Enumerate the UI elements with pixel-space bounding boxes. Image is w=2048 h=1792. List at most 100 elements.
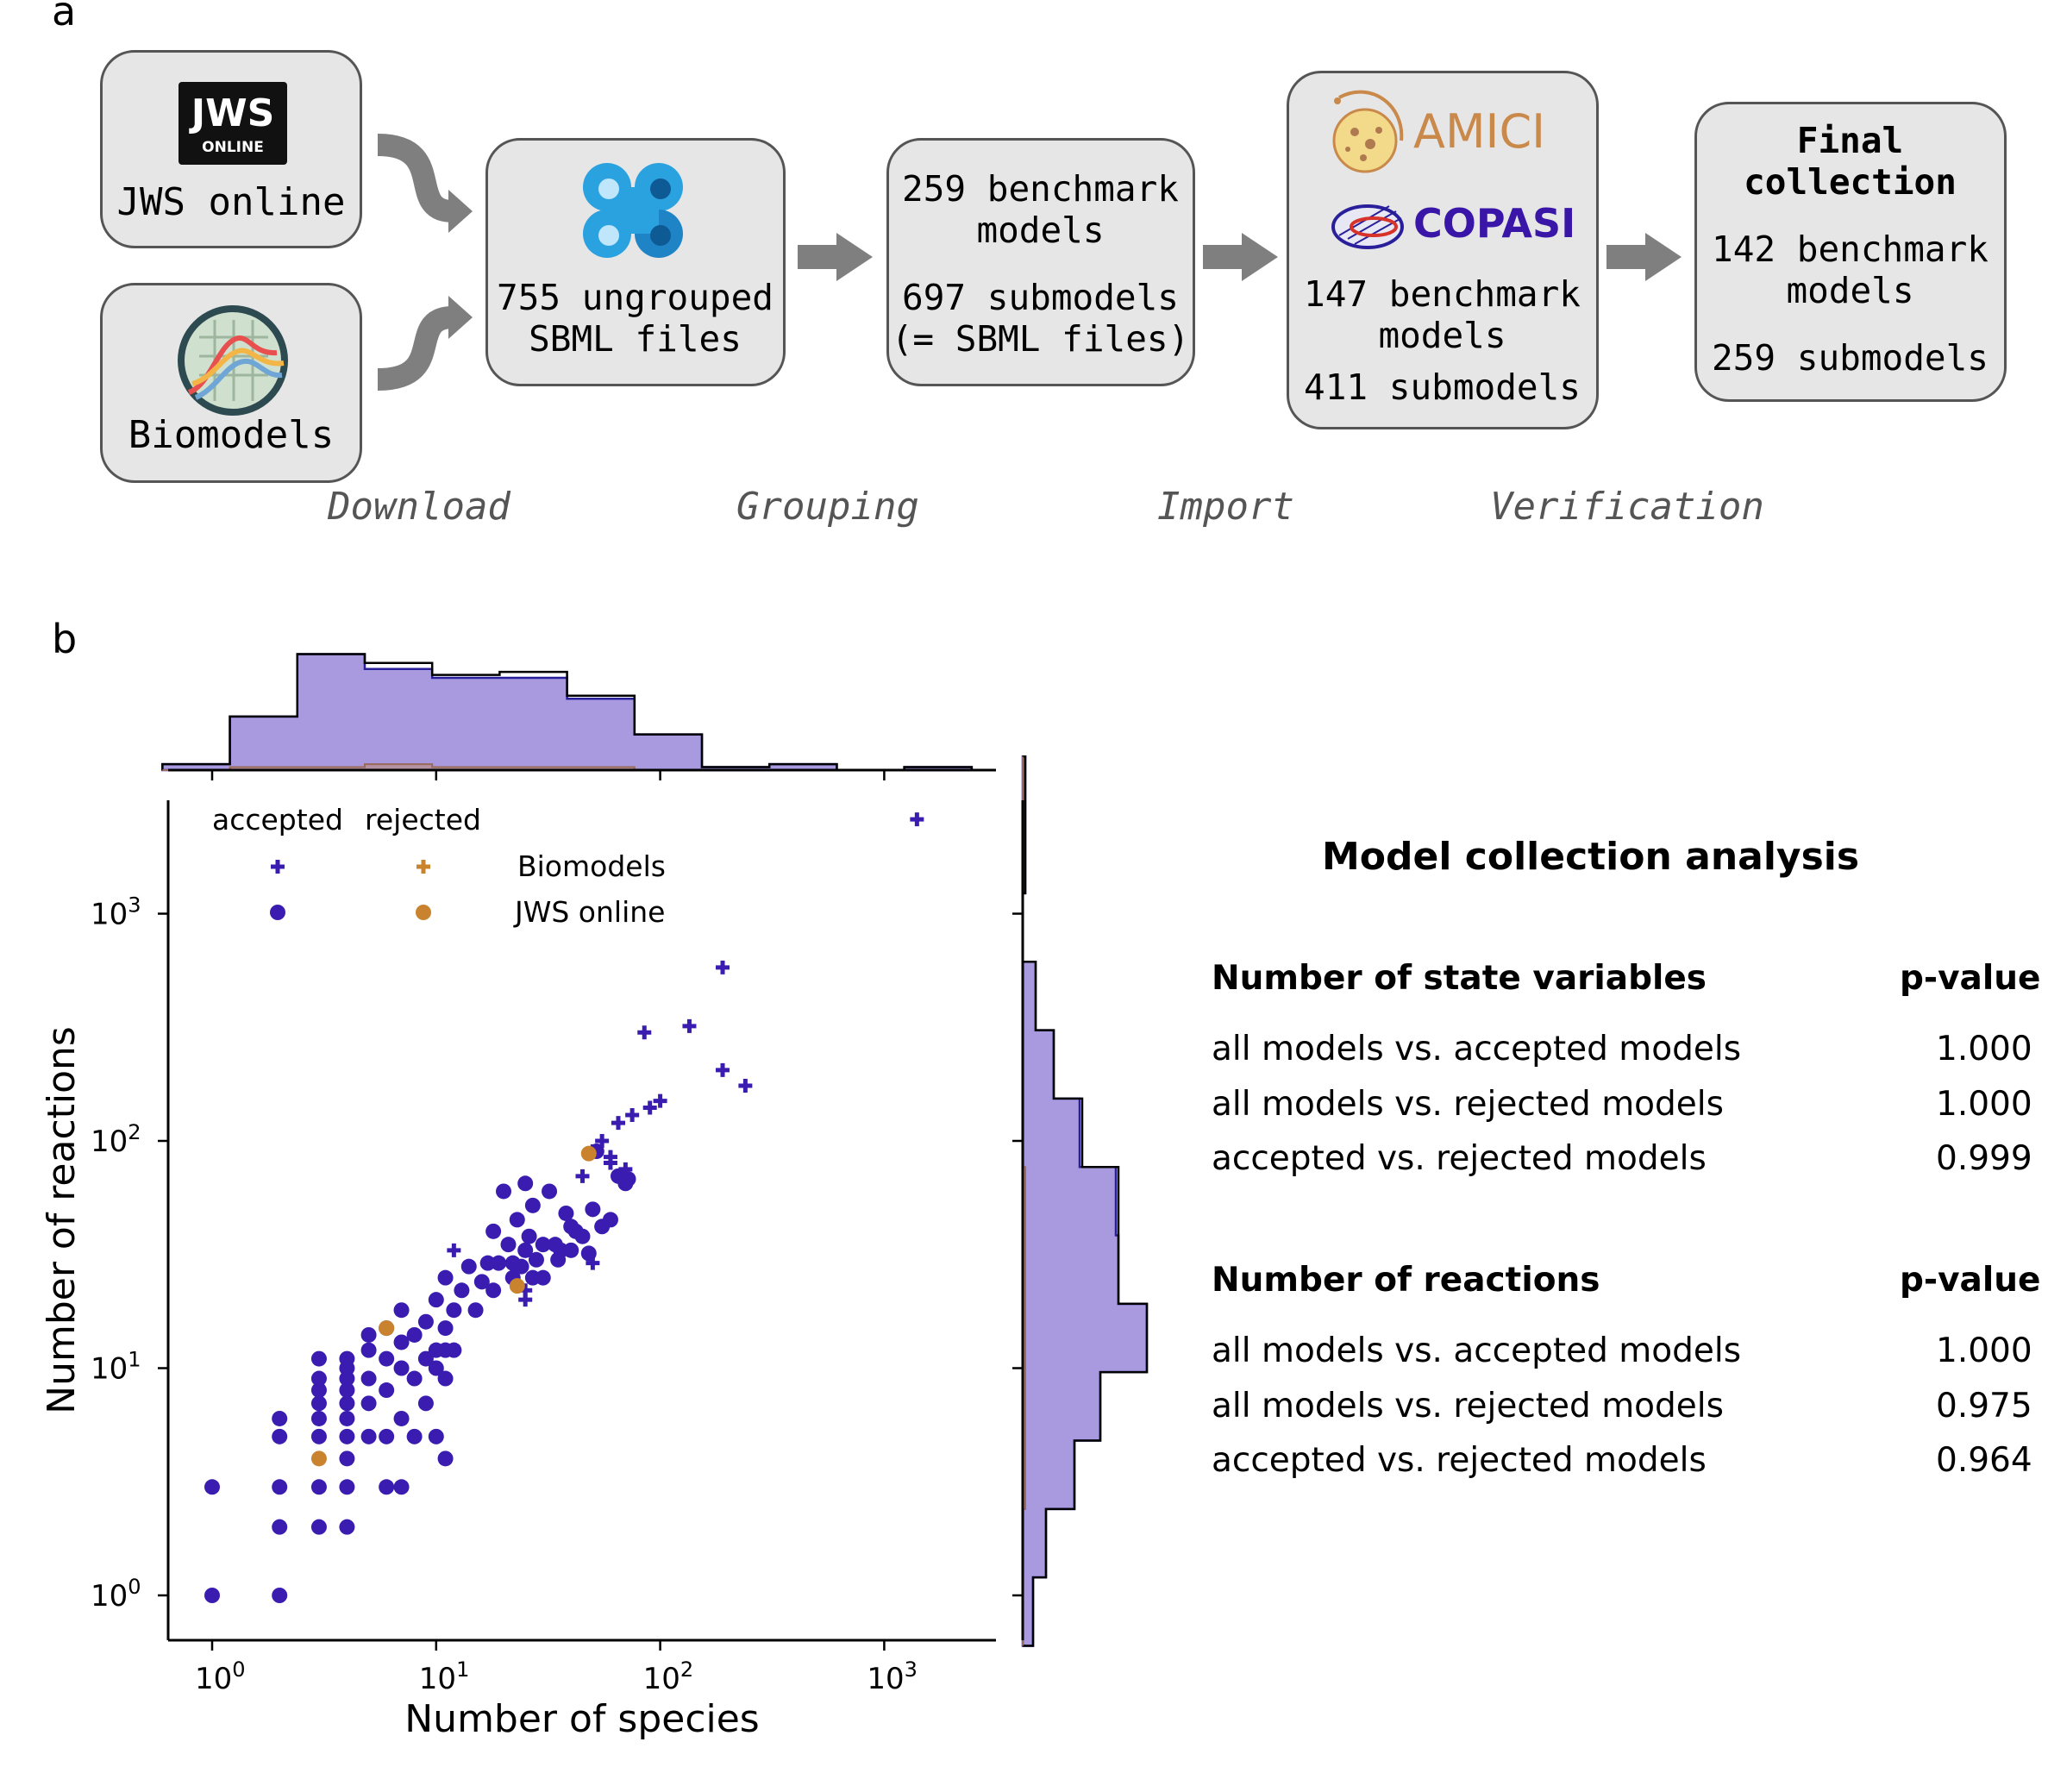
point-accepted-circle-24 [339, 1350, 355, 1367]
legend-col-rejected: rejected [365, 803, 481, 836]
stats-s2-row1-label: all models vs. accepted models [1212, 1331, 1742, 1370]
point-accepted-plus-4 [716, 1062, 730, 1077]
stats-s1-row2-value: 1.000 [1936, 1085, 2032, 1124]
legend-col-accepted: accepted [212, 803, 343, 836]
point-accepted-circle-5 [272, 1428, 288, 1444]
point-accepted-plus-1 [716, 960, 730, 974]
point-accepted-plus-7 [642, 1100, 657, 1115]
grouped-models-box: 259 benchmark models 697 submodels (= SB… [886, 138, 1195, 386]
point-accepted-circle-58 [460, 1258, 477, 1275]
point-accepted-circle-1 [204, 1479, 220, 1495]
source-label-jws: JWS online [116, 180, 346, 224]
point-accepted-circle-43 [417, 1395, 434, 1412]
stats-s2-row3-label: accepted vs. rejected models [1212, 1441, 1707, 1480]
point-rejected-circle-3 [580, 1145, 597, 1162]
point-accepted-circle-79 [558, 1205, 574, 1221]
x-tick-label-3: 103 [867, 1657, 918, 1696]
stats-s1-row3-label: accepted vs. rejected models [1212, 1139, 1707, 1178]
point-accepted-circle-49 [428, 1292, 444, 1308]
point-rejected-circle-1 [379, 1320, 395, 1337]
point-accepted-circle-35 [393, 1479, 410, 1495]
point-accepted-circle-31 [379, 1428, 395, 1444]
point-accepted-circle-59 [467, 1302, 484, 1319]
stats-s2-row2-label: all models vs. rejected models [1212, 1387, 1724, 1425]
final-title-line1: Final [1796, 120, 1904, 161]
point-accepted-circle-32 [379, 1382, 395, 1399]
stats-s1-row1-label: all models vs. accepted models [1212, 1030, 1742, 1068]
x-tick-label-0: 100 [195, 1657, 246, 1696]
y-tick-label-1: 101 [91, 1348, 141, 1387]
amici-logo-icon [1332, 90, 1404, 173]
copasi-logo-icon [1331, 204, 1404, 249]
point-accepted-circle-54 [437, 1269, 454, 1286]
biomodels-logo-icon [178, 305, 288, 416]
point-accepted-circle-89 [620, 1171, 636, 1187]
point-accepted-circle-65 [496, 1183, 512, 1200]
point-accepted-circle-2 [272, 1588, 288, 1603]
point-accepted-circle-68 [509, 1212, 525, 1228]
point-accepted-plus-2 [637, 1025, 652, 1040]
scatter-legend: accepted rejected Biomodels JWS online [212, 803, 666, 929]
grouped-line4: (= SBML files) [891, 318, 1190, 360]
point-accepted-circle-56 [446, 1302, 462, 1319]
jws-logo-subtext: ONLINE [202, 139, 264, 156]
x-tick-label-1: 101 [419, 1657, 470, 1696]
point-accepted-circle-16 [339, 1479, 355, 1495]
panel-b-label: b [52, 616, 78, 662]
import-line3: 411 submodels [1304, 367, 1581, 408]
stats-section2-pheader: p-value [1900, 1261, 2041, 1300]
y-hist-accepted [1021, 755, 1149, 1647]
point-accepted-circle-37 [393, 1360, 410, 1376]
point-accepted-circle-39 [393, 1302, 410, 1319]
point-accepted-circle-15 [339, 1519, 355, 1535]
point-accepted-plus-0 [910, 812, 924, 827]
stats-s2-row3-value: 0.964 [1936, 1441, 2032, 1480]
straight-arrow-grouping [798, 233, 873, 281]
point-accepted-circle-83 [580, 1245, 597, 1262]
point-accepted-plus-19 [575, 1169, 590, 1183]
point-accepted-circle-86 [602, 1212, 618, 1228]
point-accepted-circle-38 [393, 1334, 410, 1350]
grouped-line2: models [976, 210, 1105, 251]
curved-arrow-jws-head [448, 190, 473, 233]
point-accepted-circle-57 [454, 1282, 470, 1299]
point-accepted-circle-12 [310, 1382, 327, 1399]
stats-title: Model collection analysis [1322, 835, 1860, 879]
amici-label: AMICI [1413, 104, 1546, 159]
point-accepted-circle-71 [521, 1228, 537, 1244]
point-accepted-circle-50 [437, 1451, 454, 1467]
jws-online-logo: JWS ONLINE [178, 82, 287, 165]
final-line2: models [1786, 270, 1914, 311]
ungrouped-line1: 755 ungrouped [497, 277, 773, 318]
y-axis-label: Number of reactions [40, 1026, 84, 1414]
point-accepted-circle-70 [517, 1175, 534, 1192]
legend-marker-rejected-circle [416, 905, 431, 920]
final-line1: 142 benchmark [1712, 229, 1989, 270]
point-accepted-plus-3 [682, 1018, 697, 1033]
stats-s1-row2-label: all models vs. rejected models [1212, 1085, 1724, 1124]
final-line3: 259 submodels [1712, 337, 1989, 379]
step-grouping: Grouping [736, 485, 919, 529]
import-line1: 147 benchmark [1304, 273, 1581, 315]
stats-section1-header: Number of state variables [1212, 959, 1707, 998]
panel-a-label: a [52, 0, 77, 34]
ungrouped-line2: SBML files [529, 318, 742, 360]
step-download: Download [328, 485, 510, 529]
point-accepted-circle-53 [437, 1320, 454, 1337]
point-accepted-circle-30 [379, 1479, 395, 1495]
point-accepted-circle-33 [379, 1350, 395, 1367]
point-accepted-plus-8 [625, 1107, 640, 1122]
stats-section1-pheader: p-value [1900, 959, 2041, 998]
step-import: Import [1157, 485, 1294, 529]
point-accepted-circle-73 [528, 1251, 544, 1268]
point-accepted-circle-36 [393, 1410, 410, 1426]
point-accepted-circle-27 [360, 1370, 377, 1387]
point-accepted-circle-6 [272, 1410, 288, 1426]
stats-s1-row1-value: 1.000 [1936, 1030, 2032, 1068]
point-accepted-circle-4 [272, 1479, 288, 1495]
point-accepted-plus-9 [611, 1116, 625, 1131]
grouped-line3: 697 submodels [902, 277, 1179, 318]
copasi-label: COPASI [1413, 200, 1576, 247]
legend-row-biomodels: Biomodels [517, 849, 666, 883]
source-box-jws-online: JWS ONLINE JWS online [100, 50, 362, 248]
